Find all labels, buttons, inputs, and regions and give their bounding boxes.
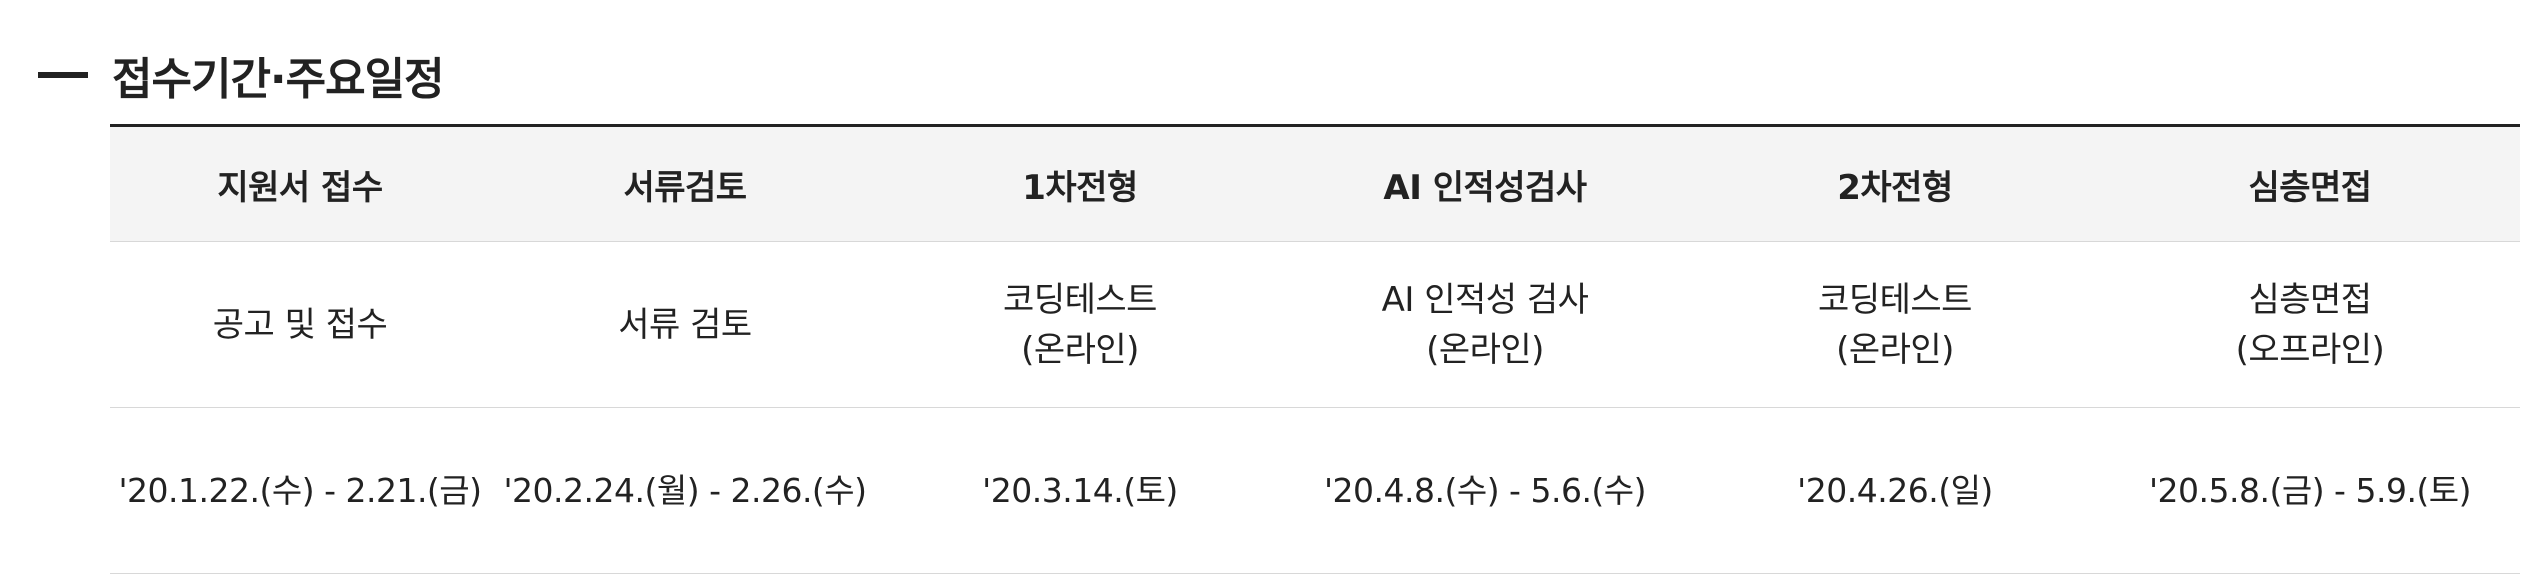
header-cell: AI 인적성검사: [1280, 125, 1690, 242]
type-cell: AI 인적성 검사 (온라인): [1280, 241, 1690, 408]
type-line: 심층면접: [2248, 279, 2372, 320]
type-line: (오프라인): [2235, 329, 2385, 370]
type-line: 코딩테스트: [1818, 279, 1972, 320]
type-line: 공고 및 접수: [212, 304, 388, 345]
type-line: (온라인): [1426, 329, 1544, 370]
type-line: AI 인적성 검사: [1381, 279, 1589, 320]
type-cell: 심층면접 (오프라인): [2100, 241, 2520, 408]
header-cell: 1차전형: [880, 125, 1280, 242]
table-header-row: 지원서 접수 서류검토 1차전형 AI 인적성검사 2차전형 심층면접: [110, 125, 2520, 242]
date-cell: '20.4.26.(일): [1690, 407, 2100, 574]
type-cell: 코딩테스트 (온라인): [1690, 241, 2100, 408]
type-line: (온라인): [1021, 329, 1139, 370]
date-cell: '20.5.8.(금) - 5.9.(토): [2100, 407, 2520, 574]
table-row: '20.1.22.(수) - 2.21.(금) '20.2.24.(월) - 2…: [110, 407, 2520, 574]
type-cell: 서류 검토: [490, 241, 880, 408]
table-row: 공고 및 접수 서류 검토 코딩테스트 (온라인) AI 인적성 검사 (온라인…: [110, 241, 2520, 408]
date-cell: '20.1.22.(수) - 2.21.(금): [110, 407, 490, 574]
heading-bar: [38, 72, 88, 78]
header-cell: 심층면접: [2100, 125, 2520, 242]
section-heading: 접수기간·주요일정: [38, 40, 445, 110]
type-line: 코딩테스트: [1003, 279, 1157, 320]
type-cell: 코딩테스트 (온라인): [880, 241, 1280, 408]
type-cell: 공고 및 접수: [110, 241, 490, 408]
header-cell: 지원서 접수: [110, 125, 490, 242]
header-cell: 2차전형: [1690, 125, 2100, 242]
header-cell: 서류검토: [490, 125, 880, 242]
date-cell: '20.2.24.(월) - 2.26.(수): [490, 407, 880, 574]
type-line: 서류 검토: [618, 304, 752, 345]
date-cell: '20.4.8.(수) - 5.6.(수): [1280, 407, 1690, 574]
date-cell: '20.3.14.(토): [880, 407, 1280, 574]
section-title: 접수기간·주요일정: [112, 54, 445, 105]
schedule-table: 지원서 접수 서류검토 1차전형 AI 인적성검사 2차전형 심층면접 공고 및…: [110, 124, 2520, 574]
type-line: (온라인): [1836, 329, 1954, 370]
